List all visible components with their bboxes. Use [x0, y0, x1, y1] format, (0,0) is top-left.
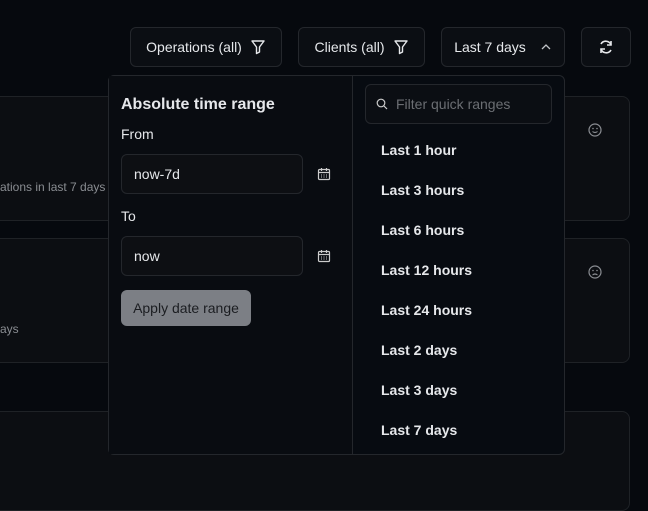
filter-icon: [393, 40, 408, 55]
to-label: To: [121, 208, 136, 224]
quick-range-search[interactable]: Filter quick ranges: [365, 84, 552, 124]
refresh-icon: [600, 40, 612, 54]
apply-date-range-button[interactable]: Apply date range: [121, 290, 251, 326]
quick-range-item[interactable]: Last 12 hours: [381, 262, 473, 278]
quick-range-item[interactable]: Last 3 days: [381, 382, 458, 398]
operations-filter-button[interactable]: Operations (all): [130, 27, 282, 67]
calendar-icon[interactable]: [317, 167, 331, 181]
quick-range-item[interactable]: Last 6 hours: [381, 222, 465, 238]
quick-range-item[interactable]: Last 2 days: [381, 342, 458, 358]
from-label: From: [121, 126, 154, 142]
date-range-picker: Absolute time range From now-7d To now A…: [108, 75, 565, 455]
to-input[interactable]: now: [121, 236, 303, 276]
search-placeholder: Filter quick ranges: [396, 96, 511, 112]
refresh-button[interactable]: [581, 27, 631, 67]
date-range-label: Last 7 days: [454, 39, 526, 55]
clients-filter-button[interactable]: Clients (all): [298, 27, 425, 67]
quick-range-item[interactable]: Last 7 days: [381, 422, 458, 438]
smile-icon: [588, 123, 602, 137]
chevron-up-icon: [541, 44, 551, 50]
quick-range-item[interactable]: Last 1 hour: [381, 142, 457, 158]
quick-ranges-panel: Filter quick ranges Last 1 hour Last 3 h…: [353, 76, 564, 454]
from-input[interactable]: now-7d: [121, 154, 303, 194]
panel-title: Absolute time range: [121, 96, 275, 113]
calendar-icon[interactable]: [317, 249, 331, 263]
clients-label: Clients (all): [314, 39, 385, 55]
date-range-button[interactable]: Last 7 days: [441, 27, 565, 67]
operations-label: Operations (all): [146, 39, 242, 55]
filter-icon: [251, 40, 265, 55]
quick-range-item[interactable]: Last 3 hours: [381, 182, 465, 198]
frown-icon: [588, 265, 602, 279]
search-icon: [376, 98, 388, 110]
absolute-range-panel: Absolute time range From now-7d To now A…: [109, 76, 353, 454]
card-subtitle: ays: [0, 322, 19, 336]
card-subtitle: ations in last 7 days: [0, 180, 106, 194]
quick-range-item[interactable]: Last 24 hours: [381, 302, 473, 318]
